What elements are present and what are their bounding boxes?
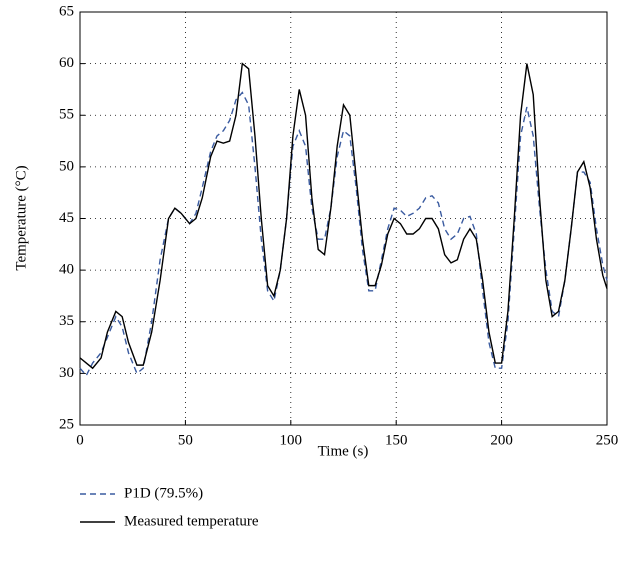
y-tick-label: 30 [59,365,74,381]
plot-frame [79,11,608,426]
y-tick-label: 55 [59,107,74,123]
x-tick-label: 100 [280,432,303,448]
series-line [79,62,608,370]
x-tick-label: 50 [178,432,193,448]
y-tick-label: 40 [59,262,74,278]
y-tick-label: 25 [59,416,74,432]
x-tick-label: 150 [385,432,408,448]
x-axis-label: Time (s) [318,443,369,459]
y-tick-label: 50 [59,158,74,174]
x-tick-label: 250 [596,432,619,448]
y-axis-label: Temperature (°C) [13,165,29,270]
legend-label: P1D (79.5%) [124,485,203,501]
series-line [79,91,608,377]
y-tick-label: 45 [59,210,74,226]
y-tick-label: 60 [59,55,74,71]
x-tick-label: 0 [76,432,84,448]
y-tick-label: 65 [59,3,74,19]
y-tick-label: 35 [59,313,74,329]
legend-label: Measured temperature [124,513,259,529]
x-tick-label: 200 [490,432,513,448]
